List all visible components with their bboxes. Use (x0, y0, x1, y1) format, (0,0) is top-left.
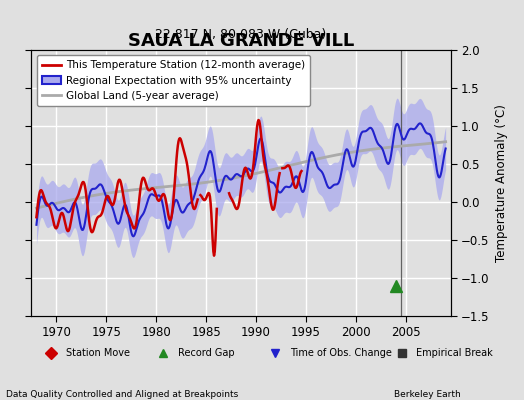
Text: Time of Obs. Change: Time of Obs. Change (290, 348, 391, 358)
Text: Station Move: Station Move (66, 348, 129, 358)
Legend: This Temperature Station (12-month average), Regional Expectation with 95% uncer: This Temperature Station (12-month avera… (37, 55, 310, 106)
Text: 22.817 N, 80.083 W (Cuba): 22.817 N, 80.083 W (Cuba) (156, 28, 326, 41)
Title: SAUA LA GRANDE VILL: SAUA LA GRANDE VILL (128, 32, 354, 50)
Text: Data Quality Controlled and Aligned at Breakpoints: Data Quality Controlled and Aligned at B… (6, 390, 238, 400)
Text: Berkeley Earth: Berkeley Earth (394, 390, 461, 400)
Text: Record Gap: Record Gap (178, 348, 234, 358)
Y-axis label: Temperature Anomaly (°C): Temperature Anomaly (°C) (495, 104, 508, 262)
Text: Empirical Break: Empirical Break (417, 348, 493, 358)
